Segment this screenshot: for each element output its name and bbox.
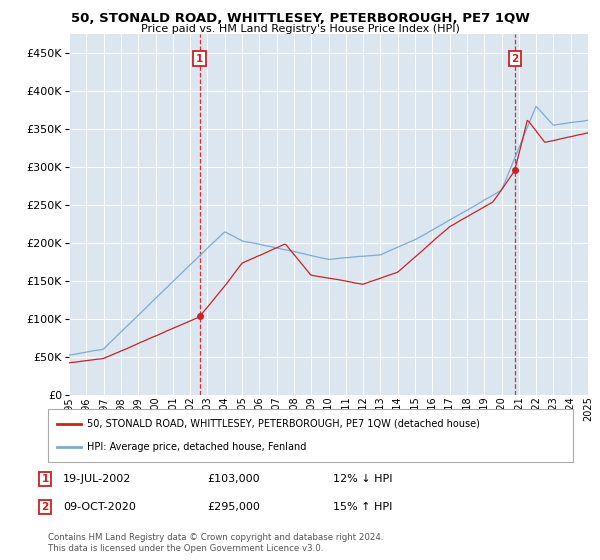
Text: 2: 2 <box>511 54 518 64</box>
Text: Contains HM Land Registry data © Crown copyright and database right 2024.
This d: Contains HM Land Registry data © Crown c… <box>48 533 383 553</box>
Text: 50, STONALD ROAD, WHITTLESEY, PETERBOROUGH, PE7 1QW (detached house): 50, STONALD ROAD, WHITTLESEY, PETERBOROU… <box>87 419 480 429</box>
Text: HPI: Average price, detached house, Fenland: HPI: Average price, detached house, Fenl… <box>87 442 307 452</box>
Text: 1: 1 <box>196 54 203 64</box>
Text: 12% ↓ HPI: 12% ↓ HPI <box>333 474 392 484</box>
Text: £103,000: £103,000 <box>207 474 260 484</box>
Text: 50, STONALD ROAD, WHITTLESEY, PETERBOROUGH, PE7 1QW: 50, STONALD ROAD, WHITTLESEY, PETERBOROU… <box>71 12 529 25</box>
Text: 09-OCT-2020: 09-OCT-2020 <box>63 502 136 512</box>
Text: Price paid vs. HM Land Registry's House Price Index (HPI): Price paid vs. HM Land Registry's House … <box>140 24 460 34</box>
Text: £295,000: £295,000 <box>207 502 260 512</box>
Text: 2: 2 <box>41 502 49 512</box>
Text: 15% ↑ HPI: 15% ↑ HPI <box>333 502 392 512</box>
Text: 1: 1 <box>41 474 49 484</box>
Text: 19-JUL-2002: 19-JUL-2002 <box>63 474 131 484</box>
